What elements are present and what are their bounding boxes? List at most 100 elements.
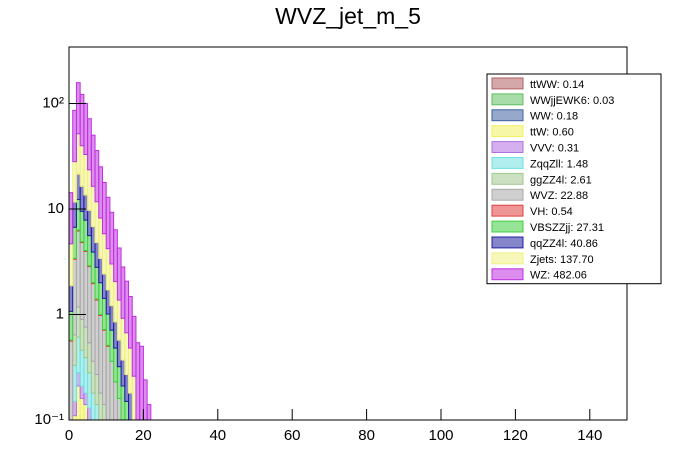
x-tick-label: 20 <box>135 427 152 444</box>
legend-swatch <box>491 204 524 217</box>
bar <box>83 326 89 359</box>
bar <box>124 280 130 334</box>
y-tick-label: 10² <box>42 94 64 111</box>
legend-swatch <box>491 172 524 185</box>
bar <box>116 247 122 301</box>
bar <box>75 198 81 231</box>
legend-swatch <box>491 252 524 265</box>
bar <box>79 185 85 212</box>
bar <box>94 150 100 203</box>
bar <box>94 266 100 300</box>
bar <box>113 321 118 349</box>
bar <box>87 407 92 421</box>
bar <box>135 342 141 421</box>
bar <box>142 379 148 421</box>
bar <box>79 385 85 399</box>
y-tick-label: 10⁻¹ <box>34 411 64 428</box>
bar <box>131 375 137 421</box>
bar <box>83 404 89 421</box>
bar <box>98 257 103 284</box>
bar <box>90 134 96 187</box>
y-tick-label: 10 <box>47 200 64 217</box>
bar <box>98 166 103 219</box>
bar <box>113 281 118 323</box>
legend-swatch <box>491 268 524 281</box>
bar <box>124 373 130 402</box>
x-tick-label: 40 <box>209 427 226 444</box>
x-tick-label: 80 <box>358 427 375 444</box>
bar <box>105 289 111 315</box>
legend-label: WZ: 482.06 <box>530 270 587 282</box>
legend-label: VH: 0.54 <box>530 206 573 218</box>
bar <box>94 373 100 406</box>
bar <box>101 273 107 299</box>
legend-swatch <box>491 77 524 90</box>
bar <box>101 329 107 406</box>
legend-swatch <box>491 157 524 169</box>
x-tick-label: 120 <box>503 427 528 444</box>
legend-label: ttWW: 0.14 <box>530 79 584 91</box>
bar <box>87 342 92 374</box>
bar <box>79 242 85 320</box>
bar <box>98 314 103 394</box>
bar <box>120 359 126 387</box>
bar <box>120 266 126 319</box>
bar <box>105 313 111 346</box>
bar <box>72 334 77 366</box>
bar <box>79 318 85 351</box>
bar <box>124 332 130 375</box>
bar <box>68 243 74 287</box>
bar <box>109 360 115 421</box>
bar <box>94 404 100 421</box>
bar <box>75 133 81 175</box>
bar <box>120 385 126 421</box>
bar <box>72 364 77 402</box>
legend-swatch <box>491 93 524 106</box>
legend-label: Zjets: 137.70 <box>530 254 594 266</box>
bar <box>72 415 77 421</box>
bar <box>75 82 81 135</box>
bar <box>68 340 74 421</box>
x-tick-label: 0 <box>65 427 73 444</box>
bar <box>116 299 122 341</box>
bar <box>83 357 89 394</box>
x-tick-label: 60 <box>284 427 301 444</box>
bar <box>139 345 144 421</box>
bar <box>98 392 103 421</box>
legend-swatch <box>491 109 524 122</box>
bar <box>101 182 107 235</box>
bar <box>90 360 96 394</box>
bar <box>98 217 103 259</box>
bar <box>94 299 100 375</box>
bar <box>72 400 77 417</box>
bar <box>109 211 115 265</box>
bar <box>87 209 92 237</box>
bar <box>90 251 96 284</box>
legend-label: VVV: 0.31 <box>530 142 579 154</box>
legend-label: ttW: 0.60 <box>530 127 574 139</box>
bar <box>79 397 85 421</box>
bar <box>90 185 96 228</box>
bar <box>131 315 137 377</box>
bar <box>101 297 107 331</box>
legend-label: WW: 0.18 <box>530 111 578 123</box>
bar <box>113 229 118 283</box>
bar <box>113 347 118 383</box>
bar <box>128 392 133 421</box>
bar <box>79 93 85 147</box>
bar <box>128 296 133 349</box>
bar <box>113 381 118 421</box>
bar <box>83 154 89 196</box>
legend-label: ZqqZll: 1.48 <box>530 158 588 170</box>
bar <box>101 404 107 421</box>
bar <box>87 235 92 267</box>
legend-label: VBSZZjj: 27.31 <box>530 222 604 234</box>
legend-swatch <box>491 188 524 201</box>
bar <box>120 317 126 361</box>
legend-label: WVZ: 22.88 <box>530 190 588 202</box>
bar <box>94 201 100 244</box>
bar <box>109 329 115 362</box>
y-tick-label: 1 <box>56 305 64 322</box>
bar <box>101 233 107 275</box>
bar <box>109 263 115 307</box>
